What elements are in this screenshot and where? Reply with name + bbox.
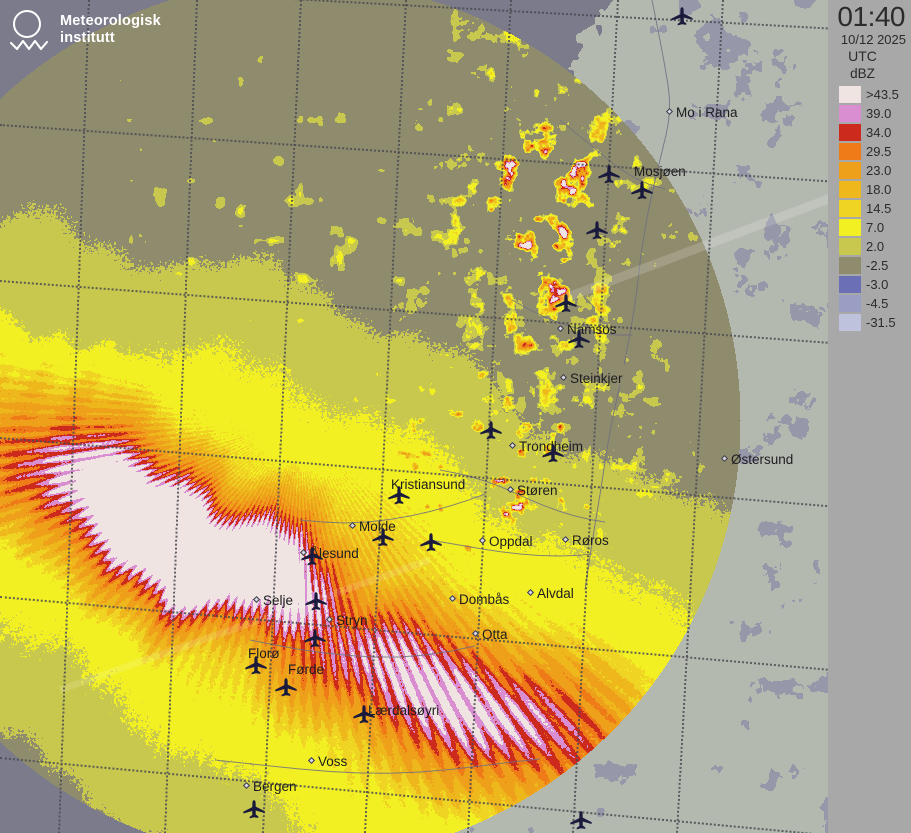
airplane-icon[interactable]	[370, 527, 396, 549]
legend-swatch	[839, 276, 861, 293]
airplane-icon[interactable]	[596, 164, 622, 186]
legend-swatch	[839, 181, 861, 198]
legend-label: -4.5	[866, 296, 889, 311]
legend-swatch	[839, 314, 861, 331]
legend-unit-label: dBZ	[850, 66, 875, 81]
legend-row[interactable]: -3.0	[828, 275, 911, 294]
logo-mark	[10, 8, 50, 52]
legend-label: 14.5	[866, 201, 892, 216]
airplane-icon[interactable]	[418, 532, 444, 554]
airplane-icon[interactable]	[302, 628, 328, 650]
legend-label: >43.5	[866, 87, 899, 102]
airplane-icon[interactable]	[241, 799, 267, 821]
legend-panel[interactable]: 01:40 10/12 2025 UTC dBZ >43.5 39.0 34.0 29…	[828, 0, 911, 833]
legend-swatch	[839, 86, 861, 103]
legend-label: -31.5	[866, 315, 896, 330]
timezone-label: UTC	[848, 48, 877, 64]
clock-date: 10/12 2025	[840, 32, 906, 47]
legend-swatch	[839, 162, 861, 179]
legend-row[interactable]: -4.5	[828, 294, 911, 313]
legend-label: 39.0	[866, 106, 892, 121]
legend-swatch	[839, 295, 861, 312]
legend-row[interactable]: 34.0	[828, 123, 911, 142]
airplane-icon[interactable]	[303, 591, 329, 613]
legend-swatch	[839, 219, 861, 236]
legend-row[interactable]: 39.0	[828, 104, 911, 123]
legend-row[interactable]: 2.0	[828, 237, 911, 256]
clock-time: 01:40	[837, 1, 905, 32]
legend-row[interactable]: -31.5	[828, 313, 911, 332]
airplane-icon[interactable]	[540, 443, 566, 465]
legend-label: 23.0	[866, 163, 892, 178]
legend-swatch	[839, 238, 861, 255]
airplane-icon[interactable]	[566, 329, 592, 351]
legend-label: -2.5	[866, 258, 889, 273]
logo-line2: institutt	[60, 30, 115, 46]
sun-circle-icon	[13, 10, 41, 38]
airplane-icon[interactable]	[243, 655, 269, 677]
legend-label: 34.0	[866, 125, 892, 140]
legend-row[interactable]: >43.5	[828, 85, 911, 104]
legend-row[interactable]: 18.0	[828, 180, 911, 199]
legend-label: 18.0	[866, 182, 892, 197]
airplane-icon[interactable]	[299, 546, 325, 568]
legend-label: 2.0	[866, 239, 885, 254]
airplane-icon[interactable]	[584, 220, 610, 242]
airplane-icon[interactable]	[568, 810, 594, 832]
wave-icon	[10, 39, 48, 51]
airplane-icon[interactable]	[386, 485, 412, 507]
airplane-icon[interactable]	[351, 704, 377, 726]
legend-label: 7.0	[866, 220, 885, 235]
legend-label: 29.5	[866, 144, 892, 159]
logo-line1: Meteorologisk	[60, 13, 161, 29]
airplane-icon[interactable]	[553, 293, 579, 315]
legend-swatch	[839, 257, 861, 274]
legend-row[interactable]: 14.5	[828, 199, 911, 218]
legend-row[interactable]: -2.5	[828, 256, 911, 275]
legend-row[interactable]: 23.0	[828, 161, 911, 180]
airplane-icon[interactable]	[669, 6, 695, 28]
legend-rows: >43.5 39.0 34.0 29.5 23.0 18.0 14.5 7.0 2.0 -2.5 -…	[828, 85, 911, 332]
logo-text: Meteorologisk institutt	[60, 13, 161, 47]
legend-row[interactable]: 7.0	[828, 218, 911, 237]
legend-row[interactable]: 29.5	[828, 142, 911, 161]
legend-swatch	[839, 105, 861, 122]
legend-label: -3.0	[866, 277, 889, 292]
airplane-icon[interactable]	[629, 180, 655, 202]
airplane-icon[interactable]	[478, 420, 504, 442]
legend-swatch	[839, 143, 861, 160]
airplane-icon[interactable]	[273, 677, 299, 699]
met-institute-logo[interactable]: Meteorologisk institutt	[10, 8, 161, 52]
legend-swatch	[839, 124, 861, 141]
legend-swatch	[839, 200, 861, 217]
